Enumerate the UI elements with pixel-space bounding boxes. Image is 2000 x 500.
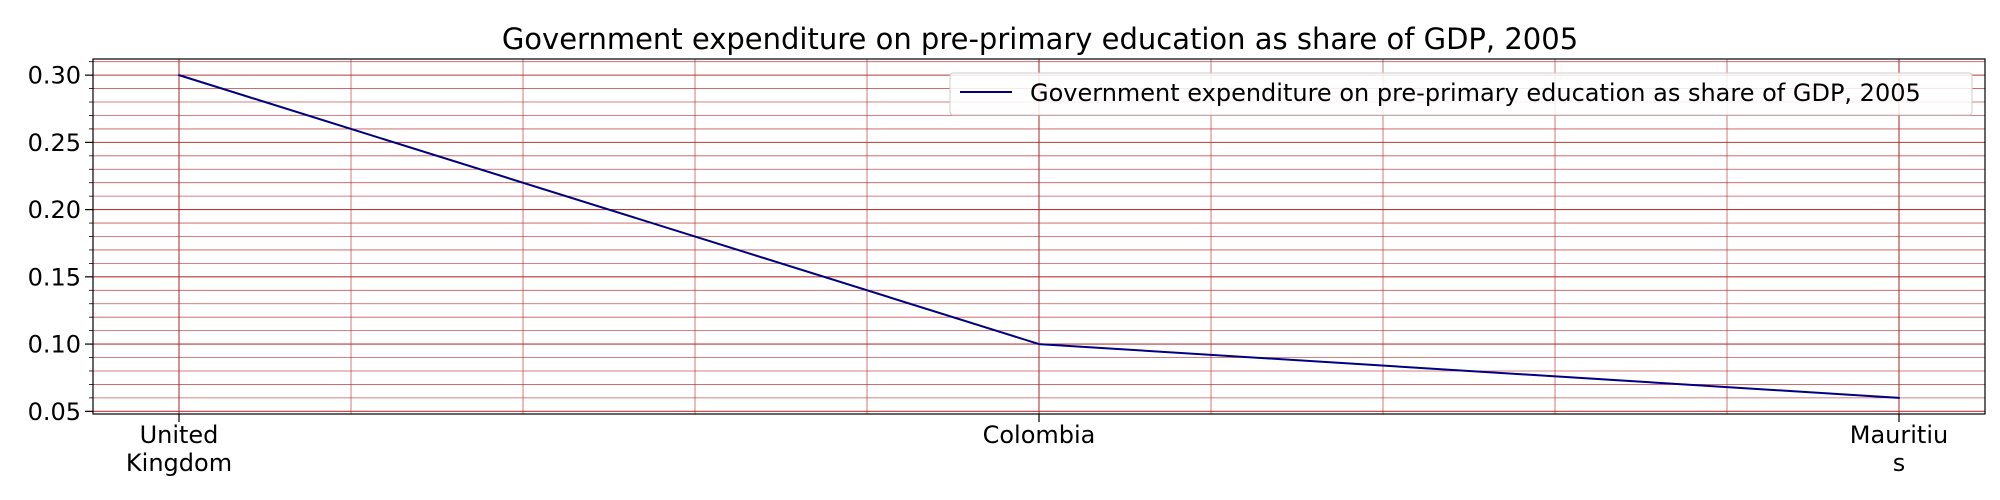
y-tick-label: 0.15: [28, 263, 81, 291]
y-tick-label: 0.05: [28, 398, 81, 426]
y-tick-label: 0.10: [28, 331, 81, 359]
x-tick-label: Colombia: [983, 421, 1096, 449]
data-point: [178, 74, 180, 76]
y-tick-label: 0.30: [28, 62, 81, 90]
y-tick-label: 0.25: [28, 129, 81, 157]
chart-title: Government expenditure on pre-primary ed…: [502, 22, 1578, 56]
x-tick-label: United Kingdom: [126, 421, 232, 477]
axes: 0.05 0.10 0.15 0.20 0.25 0.30 United Kingdom Col…: [28, 58, 1986, 477]
y-tick-label: 0.20: [28, 196, 81, 224]
x-tick-label: Mauritiu s: [1850, 421, 1948, 477]
data-point: [1038, 343, 1040, 345]
data-point: [1898, 397, 1900, 399]
legend-series-label: Government expenditure on pre-primary ed…: [1030, 79, 1921, 107]
legend: Government expenditure on pre-primary ed…: [949, 72, 1973, 116]
legend-frame: [949, 72, 1973, 116]
series-layer: [178, 74, 1900, 399]
